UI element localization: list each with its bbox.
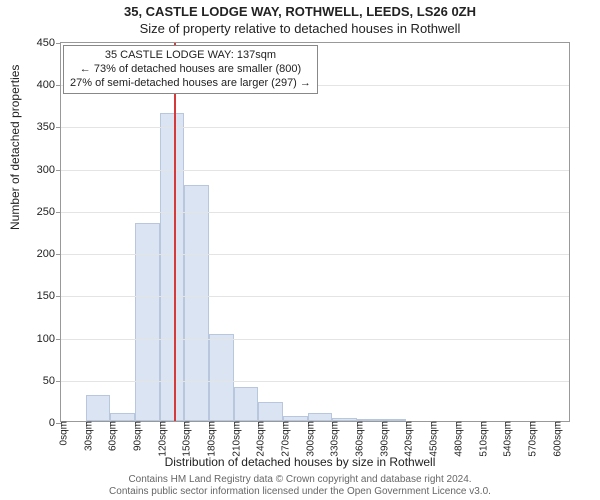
histogram-bar	[86, 395, 111, 421]
x-tick-label: 60sqm	[102, 421, 119, 451]
x-tick-label: 120sqm	[151, 421, 168, 457]
annotation-box: 35 CASTLE LODGE WAY: 137sqm ← 73% of det…	[63, 45, 318, 94]
x-tick-label: 210sqm	[225, 421, 242, 457]
x-tick-label: 90sqm	[127, 421, 144, 451]
x-tick-label: 540sqm	[497, 421, 514, 457]
x-tick-label: 0sqm	[53, 421, 70, 445]
x-tick-label: 30sqm	[77, 421, 94, 451]
y-tick-label: 100	[37, 333, 61, 345]
histogram-bar	[184, 185, 209, 421]
x-tick-label: 600sqm	[546, 421, 563, 457]
footer-line-2: Contains public sector information licen…	[0, 486, 600, 498]
histogram-bars	[61, 43, 569, 421]
page-subtitle: Size of property relative to detached ho…	[0, 19, 600, 36]
x-tick-label: 480sqm	[447, 421, 464, 457]
footer-line-1: Contains HM Land Registry data © Crown c…	[0, 474, 600, 486]
x-tick-label: 300sqm	[299, 421, 316, 457]
y-tick-label: 400	[37, 79, 61, 91]
x-tick-label: 510sqm	[472, 421, 489, 457]
x-tick-label: 150sqm	[176, 421, 193, 457]
footer-attribution: Contains HM Land Registry data © Crown c…	[0, 474, 600, 498]
y-tick-label: 150	[37, 290, 61, 302]
histogram-bar	[234, 387, 259, 421]
chart-plot-area: 050100150200250300350400450 0sqm30sqm60s…	[60, 42, 570, 422]
histogram-bar	[135, 223, 160, 421]
x-tick-label: 330sqm	[324, 421, 341, 457]
annotation-line-2: ← 73% of detached houses are smaller (80…	[70, 63, 311, 77]
y-tick-label: 200	[37, 248, 61, 260]
y-tick-label: 300	[37, 164, 61, 176]
x-tick-label: 390sqm	[373, 421, 390, 457]
y-tick-label: 250	[37, 206, 61, 218]
reference-line	[174, 43, 176, 421]
x-tick-label: 180sqm	[201, 421, 218, 457]
histogram-bar	[258, 402, 283, 421]
histogram-bar	[308, 413, 333, 421]
annotation-line-3: 27% of semi-detached houses are larger (…	[70, 77, 311, 91]
y-tick-label: 450	[37, 37, 61, 49]
annotation-line-1: 35 CASTLE LODGE WAY: 137sqm	[70, 49, 311, 63]
x-tick-label: 420sqm	[398, 421, 415, 457]
x-axis-label: Distribution of detached houses by size …	[0, 455, 600, 469]
histogram-bar	[209, 334, 234, 421]
y-tick-label: 350	[37, 121, 61, 133]
x-tick-label: 570sqm	[521, 421, 538, 457]
x-tick-label: 240sqm	[250, 421, 267, 457]
histogram-bar	[110, 413, 135, 421]
chart-container: 35, CASTLE LODGE WAY, ROTHWELL, LEEDS, L…	[0, 0, 600, 500]
histogram-bar	[160, 113, 185, 421]
x-tick-label: 270sqm	[275, 421, 292, 457]
x-tick-label: 450sqm	[423, 421, 440, 457]
y-axis-label: Number of detached properties	[8, 65, 22, 230]
page-title: 35, CASTLE LODGE WAY, ROTHWELL, LEEDS, L…	[0, 0, 600, 19]
y-tick-label: 50	[43, 375, 61, 387]
x-tick-label: 360sqm	[349, 421, 366, 457]
